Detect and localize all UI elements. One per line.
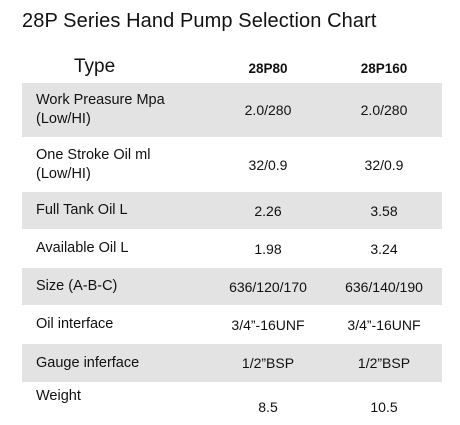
cell-28p80: 2.0/280	[244, 102, 292, 118]
cell-28p80: 1.98	[254, 240, 282, 257]
row-label: One Stroke Oil ml (Low/HI)	[36, 146, 151, 182]
table-row-full-tank-oil: Full Tank Oil L 2.26 3.58	[22, 192, 442, 230]
cell-28p160: 2.0/280	[360, 102, 408, 118]
table-header-row: Type 28P80 28P160	[22, 50, 442, 83]
cell-28p160: 3.58	[370, 202, 398, 219]
row-label: Available Oil L	[36, 240, 129, 256]
cell-28p160: 3.24	[370, 240, 398, 257]
table-row-weight: Weight 8.5 10.5	[22, 383, 442, 422]
row-label: Size (A-B-C)	[36, 278, 118, 294]
selection-table: Type 28P80 28P160 Work Preasure Mpa (Low…	[22, 50, 442, 422]
header-model-28p160: 28P160	[360, 60, 408, 76]
table-row-available-oil: Available Oil L 1.98 3.24	[22, 230, 442, 268]
row-label: Weight	[36, 388, 81, 404]
cell-28p80: 636/120/170	[229, 278, 307, 295]
cell-28p80: 32/0.9	[248, 156, 288, 173]
row-label: Oil interface	[36, 316, 114, 332]
cell-28p80: 3/4”-16UNF	[231, 316, 305, 333]
row-label: Gauge inferface	[36, 354, 140, 371]
row-label: Full Tank Oil L	[36, 202, 128, 218]
cell-28p80: 8.5	[258, 399, 278, 415]
header-model-28p80: 28P80	[248, 60, 288, 76]
table-row-oil-interface: Oil interface 3/4”-16UNF 3/4”-16UNF	[22, 306, 442, 344]
cell-28p160: 636/140/190	[345, 278, 423, 295]
cell-28p160: 10.5	[370, 399, 398, 415]
table-row-one-stroke-oil: One Stroke Oil ml (Low/HI) 32/0.9 32/0.9	[22, 138, 442, 192]
cell-28p80: 1/2”BSP	[241, 355, 295, 371]
table-row-size: Size (A-B-C) 636/120/170 636/140/190	[22, 268, 442, 306]
page-title: 28P Series Hand Pump Selection Chart	[22, 10, 377, 32]
table-row-gauge-interface: Gauge inferface 1/2”BSP 1/2”BSP	[22, 344, 442, 383]
cell-28p160: 32/0.9	[364, 156, 404, 173]
row-label: Work Preasure Mpa (Low/HI)	[36, 92, 165, 127]
cell-28p80: 2.26	[254, 202, 282, 219]
cell-28p160: 3/4”-16UNF	[347, 316, 421, 333]
cell-28p160: 1/2”BSP	[357, 355, 411, 371]
table-row-work-pressure: Work Preasure Mpa (Low/HI) 2.0/280 2.0/2…	[22, 83, 442, 138]
header-type: Type	[74, 55, 116, 77]
